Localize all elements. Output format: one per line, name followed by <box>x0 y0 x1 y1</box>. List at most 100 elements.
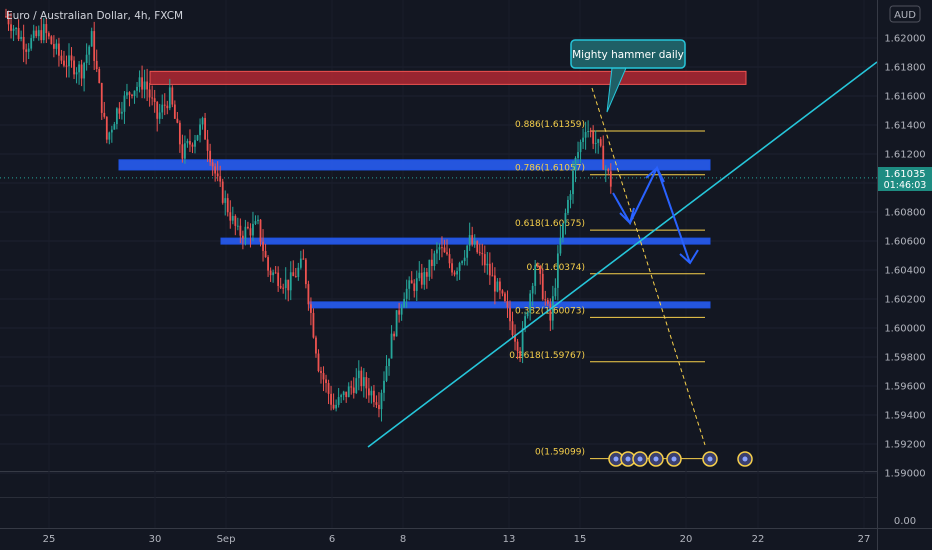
candle-body <box>476 241 479 253</box>
event-marker-dot <box>613 456 619 462</box>
candle-body <box>546 300 549 304</box>
candle-body <box>551 296 554 321</box>
candle-body <box>173 104 176 119</box>
candle-body <box>367 388 370 396</box>
candle-body <box>451 263 453 273</box>
candle-body <box>352 387 355 393</box>
candle-body <box>425 272 428 277</box>
candle-body <box>7 16 10 25</box>
candle-body <box>378 404 380 410</box>
event-marker-dot <box>653 456 659 462</box>
candle-body <box>166 105 169 109</box>
candle-body <box>569 194 572 200</box>
candle-body <box>413 283 416 291</box>
candlestick-series <box>5 8 612 422</box>
candle-body <box>141 77 143 90</box>
candle-body <box>231 216 234 221</box>
candle-body <box>45 24 48 34</box>
candle-body <box>408 280 411 289</box>
candle-body <box>516 341 519 352</box>
candle-body <box>153 98 156 102</box>
price-tick-label: 1.60600 <box>884 237 925 248</box>
candle-body <box>304 259 307 285</box>
candle-body <box>226 198 229 213</box>
currency-badge[interactable] <box>889 5 921 23</box>
candle-body <box>199 124 201 136</box>
candle-body <box>17 28 20 39</box>
candle-body <box>584 131 587 138</box>
candle-body <box>100 82 103 113</box>
candle-body <box>448 254 451 264</box>
projection-path <box>612 165 691 264</box>
candle-body <box>574 157 577 171</box>
candle-body <box>211 162 214 167</box>
candle-body <box>168 87 171 109</box>
candle-body <box>88 46 91 55</box>
candle-body <box>118 108 121 114</box>
candle-body <box>370 390 373 396</box>
projection-arrowhead <box>679 249 699 265</box>
candle-body <box>385 366 388 381</box>
price-tick-label: 1.59200 <box>884 440 925 451</box>
candle-body <box>322 373 325 380</box>
resistance-zone <box>149 70 747 85</box>
price-tick-label: 1.60800 <box>884 208 925 219</box>
time-axis: 25 30 Sep 6 8 13 15 20 22 27 <box>43 534 871 545</box>
support-zone <box>118 159 711 171</box>
event-markers[interactable] <box>608 451 753 467</box>
candle-body <box>418 272 421 279</box>
candle-body <box>262 241 264 251</box>
candle-body <box>40 30 43 41</box>
candle-body <box>362 377 365 387</box>
candle-body <box>549 303 552 321</box>
event-marker-dot <box>671 456 677 462</box>
time-tick-label: 15 <box>574 534 587 545</box>
price-tick-label: 1.61800 <box>884 63 925 74</box>
candle-body <box>317 353 320 371</box>
chart-title: Euro / Australian Dollar, 4h, FXCM <box>6 10 183 22</box>
annotation-callout[interactable]: Mighty hammer daily <box>570 39 686 113</box>
candle-body <box>204 118 206 140</box>
candle-body <box>138 77 141 87</box>
candle-body <box>609 171 612 187</box>
candle-body <box>428 259 431 277</box>
candle-body <box>282 287 285 289</box>
candle-body <box>430 259 433 266</box>
candle-body <box>121 111 123 114</box>
price-axis: 1.62000 1.61800 1.61600 1.61400 1.61200 1.610… <box>877 0 926 550</box>
candle-body <box>244 226 247 239</box>
candle-body <box>420 272 423 285</box>
candle-body <box>136 86 138 91</box>
candle-body <box>126 92 128 96</box>
candle-body <box>163 104 166 106</box>
ascending-trendline <box>367 61 878 448</box>
candle-body <box>247 226 249 229</box>
candle-body <box>541 273 544 300</box>
candle-body <box>128 92 131 95</box>
candle-body <box>405 288 408 299</box>
candle-body <box>403 298 406 308</box>
price-tick-label: 1.60200 <box>884 295 925 306</box>
price-tick-label: 1.61400 <box>884 121 925 132</box>
event-marker-dot <box>625 456 631 462</box>
candle-body <box>365 377 368 389</box>
candle-body <box>201 118 204 125</box>
candle-body <box>582 137 584 142</box>
candle-body <box>380 392 383 410</box>
candle-body <box>325 379 327 384</box>
candle-body <box>70 55 73 61</box>
support-zone <box>220 237 711 245</box>
candle-body <box>463 257 466 262</box>
candle-body <box>556 253 559 288</box>
candle-body <box>196 135 199 141</box>
candle-body <box>236 225 239 227</box>
candle-body <box>35 30 38 37</box>
candle-body <box>284 279 287 289</box>
candle-body <box>63 60 65 66</box>
candle-body <box>15 28 17 30</box>
price-tick-label: 1.61600 <box>884 92 925 103</box>
candle-body <box>131 94 133 97</box>
candle-body <box>572 170 574 195</box>
candle-body <box>30 38 33 49</box>
